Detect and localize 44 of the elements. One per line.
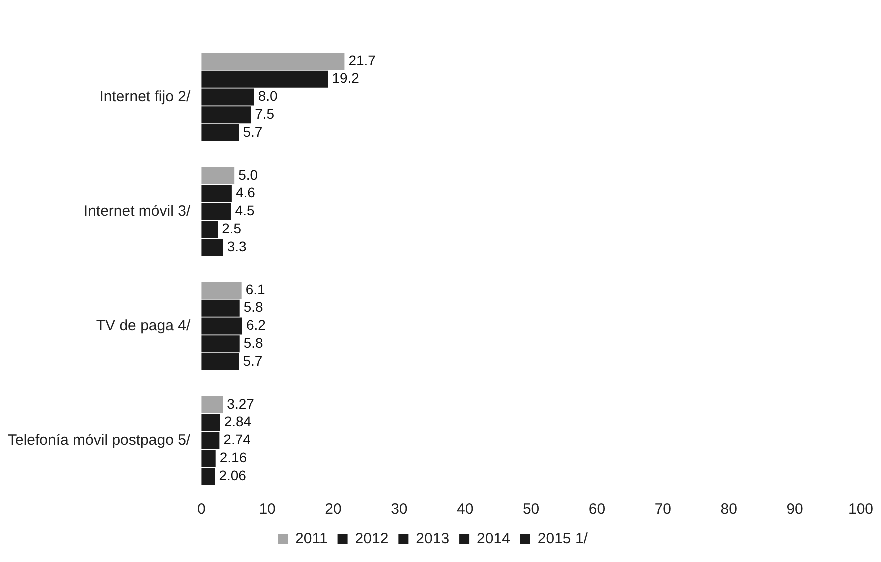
- bar: [202, 168, 235, 185]
- data-label: 2.5: [222, 220, 242, 236]
- data-label: 4.6: [236, 184, 256, 201]
- x-tick-label: 80: [720, 501, 738, 518]
- x-tick-label: 50: [522, 501, 540, 518]
- data-label: 2.16: [220, 449, 248, 466]
- legend-label: 2013: [416, 530, 450, 548]
- data-label: 7.5: [255, 106, 275, 122]
- data-label: 5.0: [238, 166, 258, 183]
- x-tick-label: 60: [588, 501, 606, 518]
- x-tick-label: 0: [197, 501, 206, 518]
- x-tick-label: 30: [391, 501, 408, 518]
- data-label: 8.0: [258, 88, 278, 104]
- bar: [202, 396, 224, 414]
- x-tick-label: 100: [848, 501, 874, 518]
- x-tick-label: 90: [786, 501, 804, 518]
- data-label: 6.1: [246, 281, 266, 298]
- x-tick-label: 20: [325, 501, 342, 518]
- y-tick-label: Internet fijo 2/: [100, 88, 192, 106]
- data-label: 19.2: [332, 70, 360, 86]
- x-tick-label: 10: [259, 501, 276, 518]
- data-label: 3.27: [227, 396, 255, 412]
- legend-label: 2015 1/: [538, 530, 589, 548]
- data-label: 5.7: [243, 352, 263, 369]
- y-tick-label: Telefonía móvil postpago 5/: [8, 432, 192, 449]
- x-tick-label: 70: [654, 501, 672, 518]
- x-tick-label: 40: [457, 501, 474, 518]
- data-label: 2.84: [224, 414, 252, 430]
- data-label: 2.74: [224, 432, 252, 448]
- data-label: 5.8: [244, 299, 264, 316]
- data-label: 3.3: [227, 238, 248, 254]
- data-label: 5.7: [243, 124, 263, 140]
- data-label: 21.7: [348, 52, 376, 68]
- legend-label: 2012: [355, 530, 389, 548]
- data-label: 4.5: [235, 202, 255, 219]
- legend-label: 2011: [296, 530, 328, 548]
- bar: [202, 282, 242, 300]
- data-label: 5.8: [244, 334, 264, 351]
- y-tick-label: TV de paga 4/: [96, 317, 192, 334]
- data-label: 6.2: [246, 317, 266, 334]
- y-tick-label: Internet móvil 3/: [84, 202, 192, 220]
- bar: [202, 53, 345, 70]
- data-label: 2.06: [219, 467, 247, 484]
- legend-label: 2014: [477, 530, 510, 548]
